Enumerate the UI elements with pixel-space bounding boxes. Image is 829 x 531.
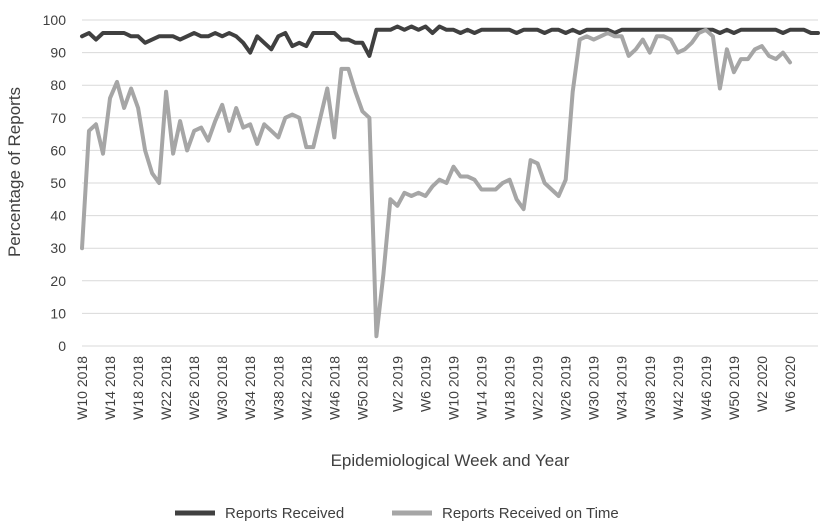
x-tick-label: W26 2019: [558, 356, 574, 420]
y-tick-label: 40: [50, 208, 66, 224]
x-tick-label: W46 2018: [326, 356, 342, 420]
x-tick-label: W46 2019: [698, 356, 714, 420]
y-tick-label: 0: [58, 338, 66, 354]
x-tick-label: W30 2018: [214, 356, 230, 420]
series-lines: [80, 24, 820, 339]
legend-label: Reports Received on Time: [442, 505, 619, 522]
x-tick-label: W2 2020: [754, 356, 770, 412]
y-tick-label: 80: [50, 77, 66, 93]
x-tick-label: W38 2018: [270, 356, 286, 420]
legend-label: Reports Received: [225, 505, 344, 522]
x-tick-label: W38 2019: [642, 356, 658, 420]
gridlines: [82, 19, 818, 347]
y-tick-label: 100: [43, 12, 67, 28]
x-tick-label: W22 2018: [158, 356, 174, 420]
x-tick-label: W18 2019: [502, 356, 518, 420]
y-tick-label: 90: [50, 45, 66, 61]
x-tick-label: W14 2019: [474, 356, 490, 420]
x-tick-label: W6 2020: [782, 356, 798, 412]
x-tick-label: W34 2018: [242, 356, 258, 420]
x-tick-label: W10 2019: [446, 356, 462, 420]
x-tick-label: W42 2019: [670, 356, 686, 420]
x-tick-label: W34 2019: [614, 356, 630, 420]
y-tick-label: 30: [50, 240, 66, 256]
y-axis-ticks: 0 10 20 30 40 50 60 70 80 90 100: [43, 12, 67, 354]
y-tick-label: 70: [50, 110, 66, 126]
x-tick-label: W6 2019: [417, 356, 433, 412]
series-line-reports-received: [80, 24, 820, 58]
y-tick-label: 50: [50, 175, 66, 191]
x-tick-label: W50 2018: [354, 356, 370, 420]
x-axis-title: Epidemiological Week and Year: [331, 451, 570, 470]
y-axis-title: Percentage of Reports: [5, 87, 24, 257]
x-tick-label: W18 2018: [130, 356, 146, 420]
x-axis-ticks: W10 2018 W14 2018 W18 2018 W22 2018 W26 2018…: [74, 356, 798, 420]
y-tick-label: 20: [50, 273, 66, 289]
x-tick-label: W22 2019: [530, 356, 546, 420]
x-tick-label: W10 2018: [74, 356, 90, 420]
x-tick-label: W42 2018: [298, 356, 314, 420]
x-tick-label: W14 2018: [102, 356, 118, 420]
x-tick-label: W2 2019: [389, 356, 405, 412]
series-line-reports-received-on-time: [80, 27, 792, 339]
x-tick-label: W30 2019: [586, 356, 602, 420]
x-tick-label: W50 2019: [726, 356, 742, 420]
y-tick-label: 10: [50, 305, 66, 321]
legend: Reports Received Reports Received on Time: [175, 505, 619, 522]
y-tick-label: 60: [50, 142, 66, 158]
x-tick-label: W26 2018: [186, 356, 202, 420]
